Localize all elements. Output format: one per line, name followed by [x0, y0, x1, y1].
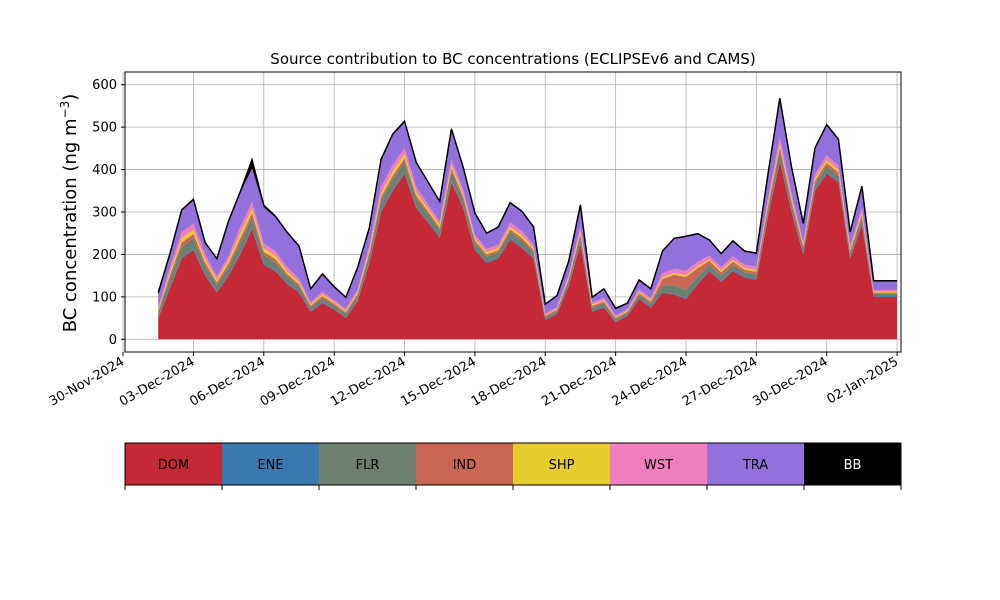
legend-swatch-ind: [416, 443, 513, 485]
chart-title: Source contribution to BC concentrations…: [270, 50, 755, 68]
y-tick-label: 400: [92, 163, 117, 178]
legend-swatch-flr: [319, 443, 416, 485]
y-tick-label: 200: [92, 248, 117, 263]
y-axis-label-exp: −3: [58, 101, 72, 119]
y-axis-label-main: BC concentration (ng m: [60, 118, 81, 332]
legend-label-bb: BB: [844, 458, 862, 473]
legend-swatch-shp: [513, 443, 610, 485]
y-tick-label: 300: [92, 206, 117, 221]
y-axis-label-close: ): [60, 94, 81, 101]
legend-swatch-tra: [707, 443, 804, 485]
legend-label-shp: SHP: [549, 458, 575, 473]
legend-label-flr: FLR: [356, 458, 380, 473]
legend-swatch-wst: [610, 443, 707, 485]
legend-colorbar: DOM ENE FLR IND SHP WST TRA BB: [124, 442, 902, 490]
legend-label-dom: DOM: [158, 458, 189, 473]
legend-swatch-bb: [804, 443, 901, 485]
legend-label-ene: ENE: [257, 458, 283, 473]
y-tick-label: 600: [92, 78, 117, 93]
area-dom: [158, 161, 898, 340]
legend-swatch-dom: [125, 443, 222, 485]
legend-label-tra: TRA: [742, 458, 768, 473]
legend-label-ind: IND: [453, 458, 477, 473]
legend-label-wst: WST: [644, 458, 673, 473]
y-tick-label: 100: [92, 290, 117, 305]
total-line: [157, 98, 898, 310]
y-axis-label: BC concentration (ng m−3): [58, 94, 81, 333]
total-line-layer: [157, 98, 898, 310]
stacked-areas: [158, 98, 898, 340]
y-tick-label: 500: [92, 121, 117, 136]
legend-swatch-ene: [222, 443, 319, 485]
y-tick-label: 0: [109, 333, 117, 348]
